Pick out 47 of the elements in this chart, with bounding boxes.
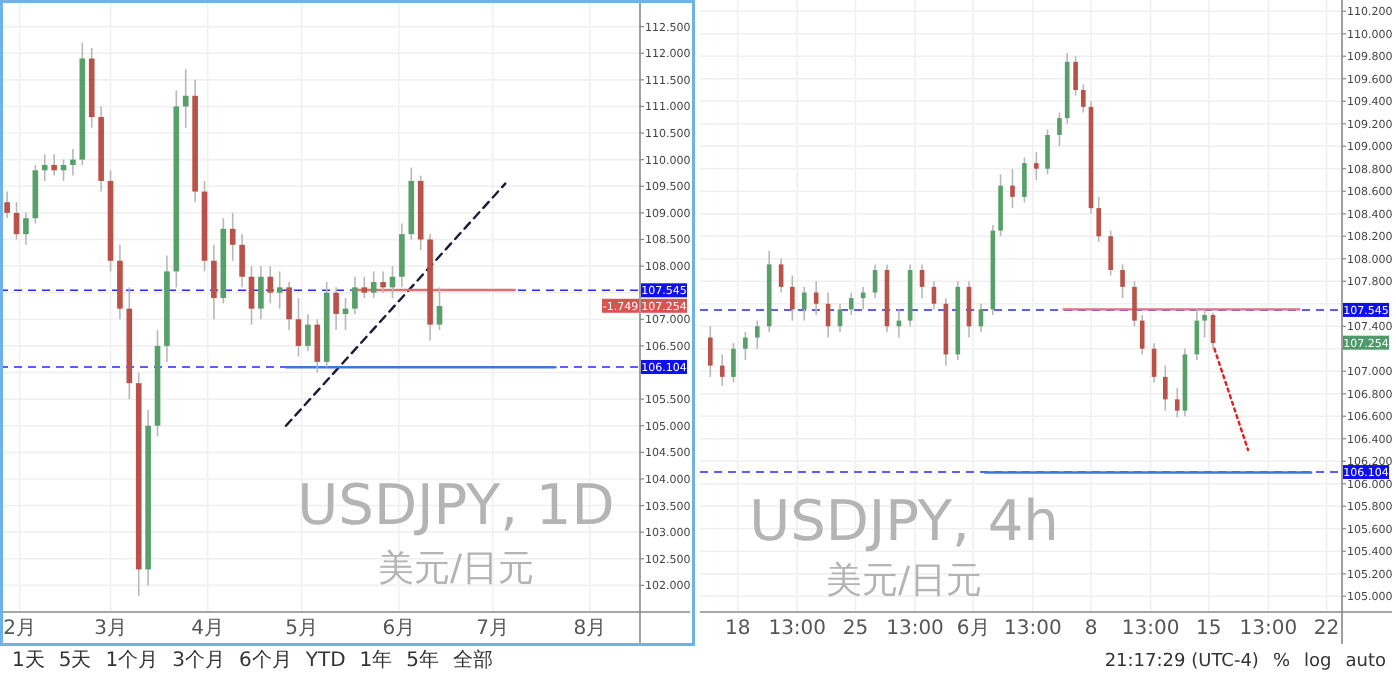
text: 美元/日元 [825,560,983,602]
x-tick-label: 13:00 [1121,618,1180,640]
x-tick-label: 22 [1313,618,1340,640]
candlestick [380,270,386,294]
x-tick-label: 6月 [956,618,990,640]
candlestick [352,275,358,315]
candlestick [229,212,236,262]
candlestick [436,286,443,331]
candlestick [41,153,48,182]
x-tick-label: 3月 [94,618,127,640]
candlestick [267,265,274,305]
x-tick-label: 13:00 [1003,618,1062,640]
candlestick [23,212,29,246]
x-tick-label: 8月 [573,618,607,640]
x-tick-label: 13:00 [1239,618,1298,640]
candlestick [295,297,302,358]
text: USDJPY, 4h [749,488,1059,554]
candlestick [70,148,76,177]
candlestick [370,270,377,299]
candlestick [258,265,264,321]
x-tick-label: 5月 [285,618,319,640]
candlestick [239,233,245,289]
x-tick-label: 8 [1084,618,1098,640]
candlestick [361,275,368,299]
text: USDJPY, 1D [297,472,615,538]
candlestick [51,153,57,177]
candlestick [211,244,217,321]
x-tick-label: 13:00 [768,618,827,640]
candlestick [399,222,405,289]
x-tick-label: 7月 [476,618,510,640]
candlestick [314,318,321,374]
candlestick [276,270,283,310]
candlestick [117,244,123,321]
x-tick-label: 6月 [382,618,416,640]
x-tick-label: 25 [842,618,869,640]
candlestick [333,286,339,331]
x-tick-label: 4月 [191,618,225,640]
x-tick-label: 18 [724,618,751,640]
toolbar: 1天 5天 1个月 3个月 6个月 YTD 1年 5年 全部 21:17:29 (UTC-4) % log auto [12,650,1386,672]
candlestick [305,313,311,353]
x-tick-label: 13:00 [886,618,944,640]
candlestick [286,281,292,331]
candlestick [182,68,189,129]
text: 美元/日元 [377,548,535,590]
candlestick [4,190,10,219]
x-tick-label: 15 [1196,618,1222,640]
x-tick-label: 2月 [3,618,37,640]
